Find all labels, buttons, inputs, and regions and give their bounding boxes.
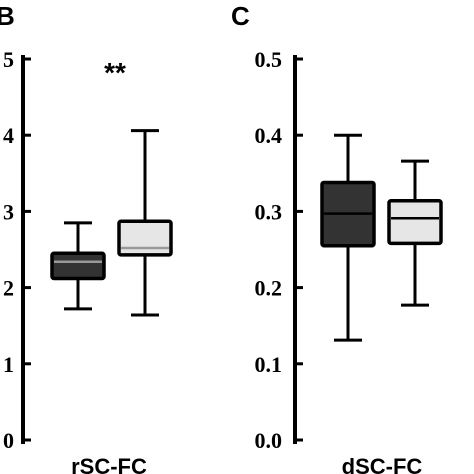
panel-c-xlabel: dSC-FC xyxy=(342,454,423,474)
tick-label: 4 xyxy=(3,123,14,148)
tick-label: 2 xyxy=(3,276,14,301)
tick-label: 0 xyxy=(3,428,14,453)
box-2 xyxy=(117,129,173,317)
iqr-box xyxy=(117,219,173,257)
tick-label: 0.4 xyxy=(255,123,283,148)
iqr-box xyxy=(387,198,443,246)
panel-b: B ** rSC-FC 0 1 2 3 4 5 xyxy=(0,1,173,474)
iqr-box xyxy=(50,251,106,281)
box-1 xyxy=(50,221,106,311)
tick-label: 5 xyxy=(3,47,14,72)
panel-b-ticks: 0 1 2 3 4 5 xyxy=(3,47,31,453)
panel-b-xlabel: rSC-FC xyxy=(71,454,147,474)
tick-label: 0.2 xyxy=(255,276,283,301)
tick-label: 0.1 xyxy=(255,352,283,377)
panel-b-significance: ** xyxy=(104,57,126,88)
panel-b-boxes xyxy=(50,129,173,317)
tick-label: 0.5 xyxy=(255,47,283,72)
panel-b-letter: B xyxy=(0,1,15,31)
tick-label: 3 xyxy=(3,199,14,224)
tick-label: 0.3 xyxy=(255,199,283,224)
box-2 xyxy=(387,159,443,307)
tick-label: 1 xyxy=(3,352,14,377)
tick-label: 0.0 xyxy=(255,428,283,453)
panel-c: C dSC-FC 0.0 0.1 0.2 0.3 0.4 0.5 xyxy=(231,1,443,474)
panel-c-ticks: 0.0 0.1 0.2 0.3 0.4 0.5 xyxy=(255,47,303,453)
panel-c-letter: C xyxy=(231,1,250,31)
panel-c-boxes xyxy=(320,133,443,342)
box-1 xyxy=(320,133,376,342)
